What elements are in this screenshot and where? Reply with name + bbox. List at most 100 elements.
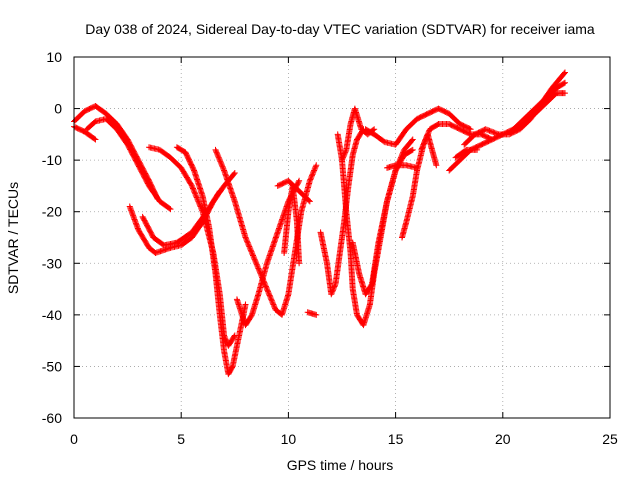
data-point — [243, 237, 250, 244]
data-point — [421, 140, 428, 147]
data-point — [312, 163, 319, 170]
data-point — [409, 146, 416, 153]
data-point — [307, 176, 314, 183]
data-point — [330, 286, 337, 293]
data-point — [265, 288, 272, 295]
x-tick-label: 5 — [177, 431, 185, 447]
data-point — [270, 302, 277, 309]
data-point — [198, 204, 205, 211]
data-point — [250, 252, 257, 259]
data-point — [268, 296, 275, 303]
data-point — [189, 185, 196, 192]
data-point — [408, 137, 415, 144]
data-point — [423, 135, 430, 142]
data-point — [296, 260, 303, 267]
data-point — [245, 240, 252, 247]
data-point — [264, 287, 271, 294]
data-point — [467, 126, 474, 133]
data-point — [331, 283, 338, 290]
x-tick-labels: 0 5 10 15 20 25 — [70, 431, 618, 447]
data-point — [418, 145, 425, 152]
data-point — [253, 260, 260, 267]
data-point — [491, 129, 498, 136]
plot-frame — [73, 56, 611, 419]
data-point — [340, 153, 347, 160]
data-point — [418, 146, 425, 153]
data-point — [254, 264, 261, 271]
data-point — [560, 80, 567, 87]
data-point — [424, 131, 431, 138]
data-point — [330, 284, 337, 291]
data-point — [216, 157, 223, 164]
tick-marks — [73, 56, 611, 419]
data-point — [256, 268, 263, 275]
data-point — [485, 127, 492, 134]
data-point — [248, 248, 255, 255]
data-point — [255, 266, 262, 273]
data-point — [561, 79, 568, 86]
x-tick-label: 25 — [602, 431, 618, 447]
data-point — [423, 133, 430, 140]
y-tick-label: -20 — [42, 204, 62, 220]
series-track-l — [304, 309, 320, 318]
data-point — [342, 148, 349, 155]
data-point — [328, 291, 335, 298]
data-point — [466, 125, 473, 132]
data-point — [489, 128, 496, 135]
series-track-x — [452, 146, 481, 161]
data-point — [215, 153, 222, 160]
data-point — [216, 188, 223, 195]
data-point — [254, 262, 261, 269]
data-point — [422, 137, 429, 144]
data-point — [242, 301, 249, 308]
data-point — [305, 197, 312, 204]
data-point — [212, 146, 219, 153]
data-point — [223, 337, 230, 344]
data-point — [252, 258, 259, 265]
data-point — [199, 207, 206, 214]
data-point — [251, 256, 258, 263]
series-track-k — [281, 182, 303, 267]
data-point — [483, 126, 490, 133]
data-point — [245, 242, 252, 249]
data-point — [308, 173, 315, 180]
data-point — [306, 198, 313, 205]
data-point — [242, 234, 249, 241]
data-point — [231, 170, 238, 177]
data-point — [561, 90, 568, 97]
data-point — [91, 135, 98, 142]
data-point — [263, 284, 270, 291]
data-point — [487, 128, 494, 135]
data-point — [268, 297, 275, 304]
data-point — [311, 167, 318, 174]
data-point — [421, 139, 428, 146]
data-point — [409, 136, 416, 143]
data-point — [341, 151, 348, 158]
data-point — [248, 249, 255, 256]
data-point — [310, 168, 317, 175]
data-point — [270, 301, 277, 308]
data-point — [252, 257, 259, 264]
y-tick-label: 10 — [46, 49, 62, 65]
data-point — [216, 189, 223, 196]
series-track-t — [418, 121, 496, 153]
data-point — [255, 265, 262, 272]
data-point — [296, 177, 303, 184]
data-point — [214, 151, 221, 158]
data-point — [340, 154, 347, 161]
y-tick-label: 0 — [54, 101, 62, 117]
series-track-w — [510, 90, 568, 133]
data-point — [425, 130, 432, 137]
y-tick-label: -60 — [42, 410, 62, 426]
x-tick-label: 15 — [388, 431, 404, 447]
data-point — [308, 172, 315, 179]
chart-title: Day 038 of 2024, Sidereal Day-to-day VTE… — [85, 21, 595, 37]
data-point — [492, 130, 499, 137]
data-point — [341, 150, 348, 157]
data-point — [266, 291, 273, 298]
data-point — [218, 161, 225, 168]
data-point — [251, 255, 258, 262]
y-axis-label: SDTVAR / TECUs — [5, 182, 21, 294]
y-tick-labels: -60 -50 -40 -30 -20 -10 0 10 — [42, 49, 62, 426]
